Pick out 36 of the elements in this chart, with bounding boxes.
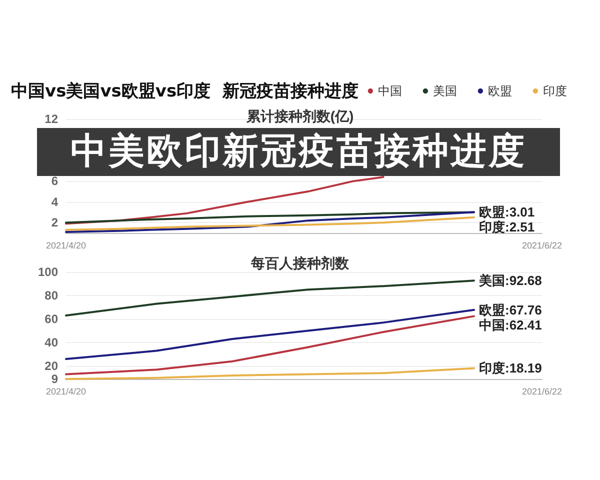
y-tick-label: 6 [51, 174, 58, 188]
line-series [65, 315, 475, 376]
data-label: 印度:2.51 [479, 220, 535, 235]
y-tick-label: 60 [44, 312, 58, 326]
line-series [65, 211, 475, 233]
x-tick-label: 2021/6/22 [522, 386, 562, 396]
data-label: 欧盟:67.76 [479, 302, 542, 318]
line-series [65, 308, 475, 360]
y-tick-label: 80 [44, 288, 58, 303]
y-tick-label: 20 [44, 359, 58, 374]
x-tick-label: 2021/6/22 [522, 240, 562, 250]
legend-label: 中国 [378, 84, 402, 98]
data-label: 欧盟:3.01 [479, 204, 535, 220]
chart-title: 每百人接种剂数 [250, 255, 350, 272]
x-tick-label: 2021/4/20 [46, 240, 86, 250]
data-label: 美国:92.68 [478, 273, 542, 288]
legend-label: 欧盟 [488, 84, 512, 98]
chart-title: 中国vs美国vs欧盟vs印度 新冠疫苗接种进度 [11, 82, 358, 102]
legend-label: 印度 [543, 84, 567, 98]
line-series [65, 367, 475, 380]
y-tick-label: 12 [44, 112, 58, 126]
x-tick-label: 2021/4/20 [46, 386, 86, 396]
line-series [65, 280, 475, 317]
data-label: 中国:62.41 [479, 317, 542, 332]
y-tick-label: 100 [38, 265, 58, 279]
y-tick-label: 40 [44, 336, 58, 350]
line-series [65, 176, 384, 225]
y-tick-label: 9 [51, 372, 58, 386]
data-label: 印度:18.19 [479, 360, 542, 376]
y-tick-label: 2 [51, 216, 58, 230]
legend-label: 美国 [433, 84, 457, 98]
line-series [65, 216, 475, 231]
y-tick-label: 4 [51, 194, 58, 209]
chart-subtitle: 累计接种剂数(亿) [245, 108, 354, 124]
annotation: 中美欧印新冠疫苗接种进度 [37, 128, 560, 176]
line-series [65, 211, 475, 224]
